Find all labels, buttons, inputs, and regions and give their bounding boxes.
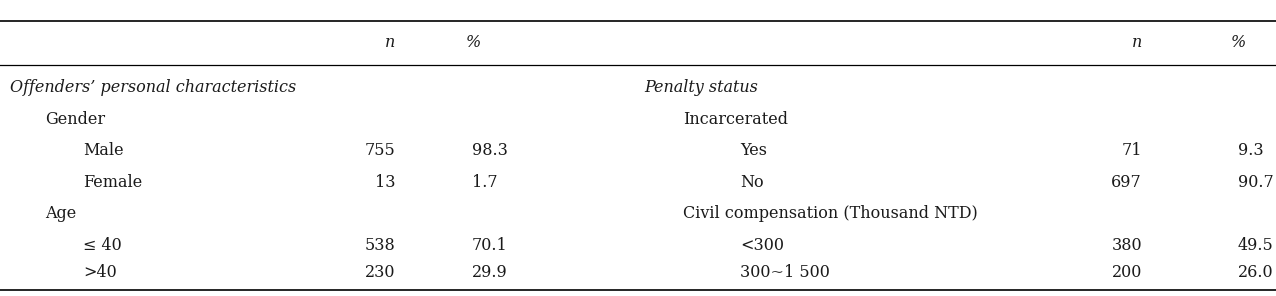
Text: 697: 697 bbox=[1111, 173, 1142, 191]
Text: Female: Female bbox=[83, 173, 142, 191]
Text: 29.9: 29.9 bbox=[472, 264, 508, 281]
Text: n: n bbox=[385, 34, 396, 52]
Text: <300: <300 bbox=[740, 237, 783, 254]
Text: Gender: Gender bbox=[45, 111, 105, 128]
Text: >40: >40 bbox=[83, 264, 116, 281]
Text: 538: 538 bbox=[365, 237, 396, 254]
Text: 26.0: 26.0 bbox=[1238, 264, 1273, 281]
Text: Civil compensation (Thousand NTD): Civil compensation (Thousand NTD) bbox=[683, 205, 977, 222]
Text: Male: Male bbox=[83, 142, 124, 160]
Text: n: n bbox=[1132, 34, 1142, 52]
Text: 200: 200 bbox=[1111, 264, 1142, 281]
Text: 9.3: 9.3 bbox=[1238, 142, 1263, 160]
Text: Yes: Yes bbox=[740, 142, 767, 160]
Text: 90.7: 90.7 bbox=[1238, 173, 1273, 191]
Text: Age: Age bbox=[45, 205, 75, 222]
Text: No: No bbox=[740, 173, 764, 191]
Text: 70.1: 70.1 bbox=[472, 237, 508, 254]
Text: 230: 230 bbox=[365, 264, 396, 281]
Text: 380: 380 bbox=[1111, 237, 1142, 254]
Text: Incarcerated: Incarcerated bbox=[683, 111, 787, 128]
Text: 755: 755 bbox=[365, 142, 396, 160]
Text: Offenders’ personal characteristics: Offenders’ personal characteristics bbox=[10, 79, 296, 96]
Text: ≤ 40: ≤ 40 bbox=[83, 237, 121, 254]
Text: 1.7: 1.7 bbox=[472, 173, 498, 191]
Text: Penalty status: Penalty status bbox=[644, 79, 758, 96]
Text: 71: 71 bbox=[1122, 142, 1142, 160]
Text: %: % bbox=[466, 34, 481, 52]
Text: 13: 13 bbox=[375, 173, 396, 191]
Text: 49.5: 49.5 bbox=[1238, 237, 1273, 254]
Text: 98.3: 98.3 bbox=[472, 142, 508, 160]
Text: 300~1 500: 300~1 500 bbox=[740, 264, 829, 281]
Text: %: % bbox=[1231, 34, 1247, 52]
